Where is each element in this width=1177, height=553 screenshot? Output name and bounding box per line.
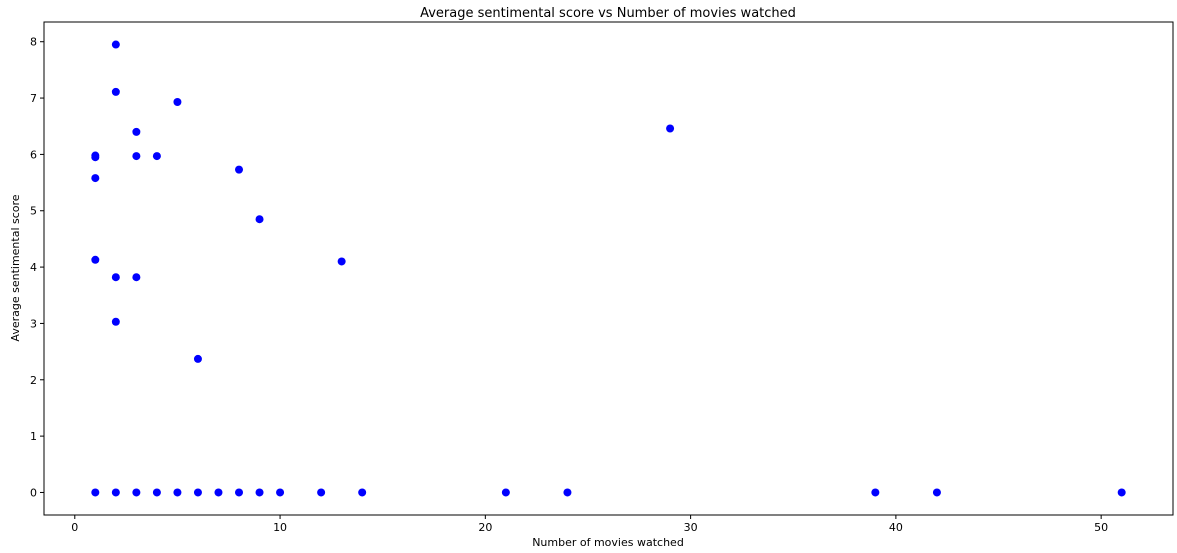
scatter-point: [932, 488, 941, 497]
scatter-point: [111, 40, 120, 49]
scatter-point: [1117, 488, 1126, 497]
scatter-point: [666, 124, 675, 133]
scatter-point: [152, 488, 161, 497]
scatter-point: [132, 273, 141, 282]
y-axis-label: Average sentimental score: [9, 194, 22, 341]
y-tick-label: 2: [30, 374, 37, 387]
scatter-point: [132, 152, 141, 161]
scatter-point: [91, 174, 100, 183]
data-points: [91, 40, 1126, 497]
scatter-point: [91, 255, 100, 264]
scatter-point: [193, 488, 202, 497]
scatter-point: [255, 215, 264, 224]
scatter-point: [173, 488, 182, 497]
y-tick-label: 5: [30, 205, 37, 218]
scatter-point: [214, 488, 223, 497]
x-tick-label: 10: [273, 521, 287, 534]
scatter-point: [235, 165, 244, 174]
scatter-point: [871, 488, 880, 497]
y-tick-label: 3: [30, 317, 37, 330]
scatter-point: [501, 488, 510, 497]
x-axis-label: Number of movies watched: [532, 536, 684, 549]
scatter-point: [91, 153, 100, 162]
y-tick-label: 7: [30, 92, 37, 105]
x-tick-label: 50: [1094, 521, 1108, 534]
y-tick-label: 1: [30, 430, 37, 443]
scatter-point: [337, 257, 346, 266]
scatter-point: [111, 87, 120, 96]
scatter-point: [358, 488, 367, 497]
y-tick-label: 0: [30, 486, 37, 499]
scatter-point: [173, 98, 182, 107]
scatter-point: [235, 488, 244, 497]
scatter-point: [91, 488, 100, 497]
y-tick-label: 8: [30, 36, 37, 49]
scatter-point: [111, 488, 120, 497]
x-tick-label: 40: [889, 521, 903, 534]
scatter-point: [132, 127, 141, 136]
x-tick-label: 20: [478, 521, 492, 534]
scatter-point: [152, 152, 161, 161]
chart-title: Average sentimental score vs Number of m…: [420, 6, 796, 21]
y-axis-ticks: 0 1 2 3 4 5 6 7 8: [30, 36, 44, 499]
y-tick-label: 4: [30, 261, 37, 274]
x-tick-label: 0: [71, 521, 78, 534]
scatter-point: [132, 488, 141, 497]
plot-area-frame: [43, 21, 1174, 516]
scatter-point: [255, 488, 264, 497]
scatter-point: [563, 488, 572, 497]
y-tick-label: 6: [30, 148, 37, 161]
scatter-point: [111, 273, 120, 282]
scatter-point: [276, 488, 285, 497]
x-tick-label: 30: [684, 521, 698, 534]
scatter-point: [111, 317, 120, 326]
x-axis-ticks: 0 10 20 30 40 50: [71, 515, 1108, 534]
scatter-point: [193, 354, 202, 363]
scatter-point: [317, 488, 326, 497]
